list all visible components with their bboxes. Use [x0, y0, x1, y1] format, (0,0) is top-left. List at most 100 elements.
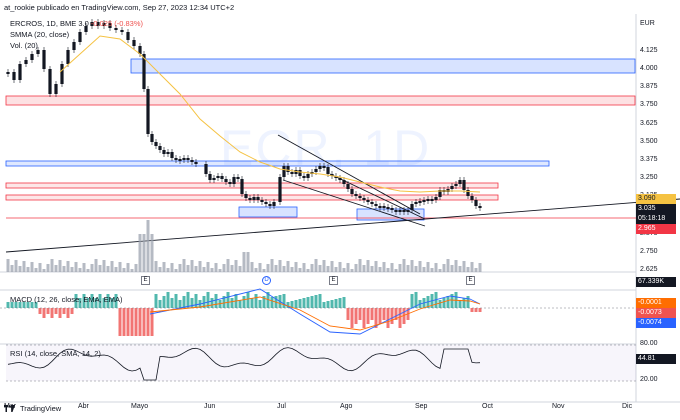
volume-bar	[294, 262, 298, 272]
candle-body	[248, 198, 252, 200]
earnings-marker-3[interactable]: E	[466, 276, 475, 285]
currency-label[interactable]: EUR	[640, 20, 655, 27]
candle-body	[260, 200, 264, 202]
volume-bar	[282, 266, 286, 272]
macd-histogram-bar	[182, 296, 186, 308]
level-price-tag: 2.965	[636, 224, 676, 234]
rsi-band	[6, 345, 636, 381]
volume-bar	[26, 267, 30, 272]
price-axis-label: 3.500	[640, 138, 658, 145]
candle-body	[232, 177, 236, 184]
volume-bar	[362, 265, 366, 272]
macd-histogram-bar	[14, 302, 18, 308]
candle-body	[6, 72, 10, 74]
macd-histogram-bar	[366, 308, 370, 324]
candle-body	[114, 28, 118, 30]
volume-bar	[418, 261, 422, 272]
volume-bar	[218, 269, 222, 272]
macd-histogram-bar	[102, 298, 106, 308]
earnings-marker[interactable]: E	[141, 276, 150, 285]
macd-histogram-bar	[250, 298, 254, 308]
macd-histogram-bar	[222, 296, 226, 308]
volume-bar	[358, 259, 362, 272]
macd-histogram-bar	[262, 296, 266, 308]
macd-histogram-bar	[290, 301, 294, 308]
volume-bar	[386, 268, 390, 272]
candle-body	[190, 160, 194, 162]
chart-area[interactable]: ECR, 1D ERCROS, 1D, BME 3.0 -0.025 (-0.8…	[0, 14, 680, 420]
tradingview-footer[interactable]: TradingView	[4, 404, 61, 413]
candle-body	[138, 46, 142, 54]
blue-support-zone	[5, 160, 550, 167]
volume-bar	[266, 264, 270, 272]
price-axis-label: 3.875	[640, 83, 658, 90]
macd-histogram-bar	[206, 292, 210, 308]
macd-histogram-bar	[134, 308, 138, 336]
volume-bar	[78, 268, 82, 272]
volume-bar	[466, 267, 470, 272]
dividend-marker[interactable]: D	[262, 276, 271, 285]
macd-histogram-bar	[74, 294, 78, 308]
candle-body	[378, 206, 382, 208]
volume-bar	[394, 269, 398, 272]
tradingview-logo-icon	[4, 405, 15, 412]
macd-histogram-bar	[246, 292, 250, 308]
volume-bar	[442, 264, 446, 272]
month-dic: Dic	[622, 403, 633, 410]
countdown-tag: 05:18:18	[636, 214, 676, 224]
close-price-tag: 3.035	[636, 204, 676, 214]
macd-histogram-bar	[126, 308, 130, 336]
volume-bar	[278, 260, 282, 272]
candle-body	[212, 178, 216, 180]
candle-body	[162, 150, 166, 154]
candle-body	[342, 180, 346, 184]
price-axis-label: 3.625	[640, 120, 658, 127]
volume-bar	[166, 268, 170, 272]
volume-bar	[290, 267, 294, 272]
macd-histogram-bar	[226, 292, 230, 308]
candle-body	[374, 204, 378, 206]
volume-bar	[22, 261, 26, 272]
macd-histogram-bar	[86, 298, 90, 308]
macd-histogram-bar	[438, 300, 442, 308]
macd-histogram-bar	[22, 302, 26, 308]
chart-canvas[interactable]	[0, 14, 680, 420]
candle-body	[182, 158, 186, 160]
volume-bar	[422, 267, 426, 272]
candle-body	[216, 176, 220, 178]
candle-body	[142, 54, 146, 89]
macd-histogram-bar	[478, 308, 482, 312]
candle-body	[366, 200, 370, 202]
macd-histogram-bar	[38, 308, 42, 314]
volume-bar	[190, 260, 194, 272]
candle-body	[462, 180, 466, 190]
rsi-tag: 44.81	[636, 354, 676, 364]
volume-bar	[438, 269, 442, 272]
macd-histogram-bar	[98, 294, 102, 308]
candle-body	[24, 60, 28, 64]
macd-histogram-bar	[326, 301, 330, 308]
candle-body	[42, 50, 46, 69]
volume-bar	[378, 267, 382, 272]
volume-bar	[450, 265, 454, 272]
candle-body	[174, 158, 178, 160]
candle-body	[204, 164, 208, 174]
candle-body	[18, 64, 22, 80]
volume-bar	[338, 262, 342, 272]
earnings-marker-2[interactable]: E	[329, 276, 338, 285]
volume-bar	[330, 261, 334, 272]
volume-bar	[162, 262, 166, 272]
volume-bar	[342, 268, 346, 272]
candle-body	[390, 208, 394, 210]
macd-histogram-bar	[298, 299, 302, 308]
macd-histogram-bar	[378, 308, 382, 324]
volume-bar	[194, 266, 198, 272]
smma-legend: SMMA (20, close)	[10, 30, 70, 39]
falling-trendline-1	[277, 134, 421, 215]
macd-histogram-bar	[70, 308, 74, 314]
macd-histogram-bar	[158, 300, 162, 308]
macd-histogram-bar	[138, 308, 142, 336]
candle-body	[30, 54, 34, 60]
candle-body	[450, 186, 454, 189]
candle-body	[236, 177, 240, 179]
